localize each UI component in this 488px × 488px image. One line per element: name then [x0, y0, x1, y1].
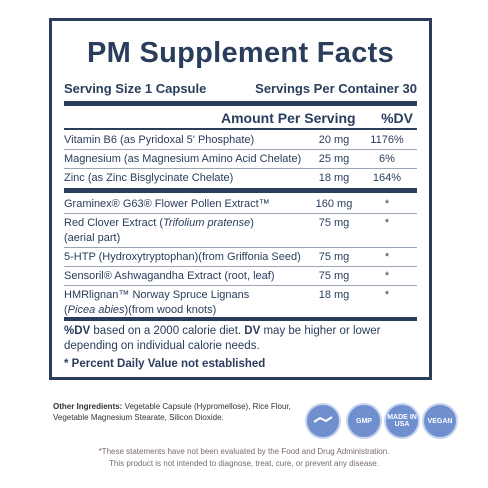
name-line: Graminex® G63® Flower Pollen Extract™	[64, 197, 319, 212]
ingredient-name: Magnesium (as Magnesium Amino Acid Chela…	[64, 152, 319, 167]
footnote-text: may be higher or lower depending on indi…	[64, 325, 381, 352]
name-line: Sensoril® Ashwagandha Extract (root, lea…	[64, 269, 319, 284]
name-part: 5-HTP (Hydroxytryptophan)(from Griffonia…	[64, 251, 301, 263]
amount: 75 mg	[318, 251, 350, 263]
badge: MADE IN USA	[384, 403, 420, 439]
name-part: Red Clover Extract (	[64, 217, 164, 229]
amount: 160 mg	[315, 198, 353, 210]
footnote-star: * Percent Daily Value not established	[64, 358, 266, 370]
other-ingredients-text: Vegetable Capsule (Hypromellose), Rice F…	[53, 402, 291, 422]
name-line: HMRlignan™ Norway Spruce Lignans	[64, 288, 319, 303]
name-part: HMRlignan™ Norway Spruce Lignans	[64, 289, 250, 301]
name-line: Zinc (as Zinc Bisglycinate Chelate)	[64, 171, 319, 186]
facts-box: PM Supplement Facts Serving Size 1 Capsu…	[49, 18, 432, 380]
name-line: 5-HTP (Hydroxytryptophan)(from Griffonia…	[64, 250, 319, 265]
ingredient-name: 5-HTP (Hydroxytryptophan)(from Griffonia…	[64, 250, 319, 265]
amount: 18 mg	[318, 289, 350, 301]
name-part: (	[64, 304, 68, 316]
footnote-bold: %DV	[64, 325, 91, 337]
divider	[64, 128, 417, 130]
row-divider	[64, 285, 417, 286]
row-divider	[64, 247, 417, 248]
ingredient-name: Red Clover Extract (Trifolium pratense)(…	[64, 216, 319, 246]
daily-value: *	[384, 217, 390, 229]
name-line: Red Clover Extract (Trifolium pratense)	[64, 216, 319, 231]
ingredient-name: Graminex® G63® Flower Pollen Extract™	[64, 197, 319, 212]
daily-value: *	[384, 251, 390, 263]
amount: 75 mg	[318, 270, 350, 282]
amount: 75 mg	[318, 217, 350, 229]
name-line: (Picea abies)(from wood knots)	[64, 303, 319, 318]
name-part: )(from wood knots)	[124, 304, 217, 316]
title: PM Supplement Facts	[86, 37, 395, 69]
dv-header: %DV	[381, 110, 413, 126]
name-part: (aerial part)	[64, 232, 121, 244]
badge: GMP	[346, 403, 382, 439]
name-part: )	[250, 217, 254, 229]
divider	[64, 188, 417, 193]
name-part: Zinc (as Zinc Bisglycinate Chelate)	[64, 172, 234, 184]
ingredient-name: Vitamin B6 (as Pyridoxal 5' Phosphate)	[64, 133, 319, 148]
disclaimer-line: *These statements have not been evaluate…	[98, 447, 390, 456]
badge-text: MADE IN	[387, 414, 417, 421]
servings-per-container: Servings Per Container 30	[255, 81, 417, 96]
daily-value: *	[384, 270, 390, 282]
row-divider	[64, 213, 417, 214]
daily-value: *	[384, 198, 390, 210]
divider	[64, 317, 417, 321]
name-part: Vitamin B6 (as Pyridoxal 5' Phosphate)	[64, 134, 255, 146]
amount-header: Amount Per Serving	[221, 110, 356, 126]
badge-text: VEGAN	[427, 417, 453, 425]
footnote-bold: DV	[244, 325, 261, 337]
daily-value: 1176%	[370, 134, 404, 146]
name-line: (aerial part)	[64, 231, 319, 246]
row-divider	[64, 266, 417, 267]
name-line: Vitamin B6 (as Pyridoxal 5' Phosphate)	[64, 133, 319, 148]
other-ingredients: Other Ingredients: Vegetable Capsule (Hy…	[53, 401, 293, 423]
row-divider	[64, 168, 417, 169]
amount: 20 mg	[318, 134, 350, 146]
divider	[64, 101, 417, 106]
amount: 25 mg	[318, 153, 350, 165]
footnote: %DV based on a 2000 calorie diet. DV may…	[64, 324, 417, 354]
ingredient-name: HMRlignan™ Norway Spruce Lignans (Picea a…	[64, 288, 319, 318]
amount: 18 mg	[318, 172, 350, 184]
ingredient-name: Sensoril® Ashwagandha Extract (root, lea…	[64, 269, 319, 284]
disclaimer: *These statements have not been evaluate…	[0, 446, 488, 470]
daily-value: 164%	[372, 172, 402, 184]
daily-value: 6%	[379, 153, 395, 165]
serving-size: Serving Size 1 Capsule	[64, 81, 207, 96]
badge-text: GMP	[356, 417, 372, 425]
name-line: Magnesium (as Magnesium Amino Acid Chela…	[64, 152, 319, 167]
name-part: Magnesium (as Magnesium Amino Acid Chela…	[64, 153, 302, 165]
disclaimer-line: This product is not intended to diagnose…	[109, 459, 379, 468]
name-part: Graminex® G63® Flower Pollen Extract™	[64, 198, 270, 210]
row-divider	[64, 149, 417, 150]
name-part: Trifolium pratense	[163, 217, 251, 229]
name-part: Picea abies	[67, 304, 125, 316]
daily-value: *	[384, 289, 390, 301]
badge	[305, 403, 341, 439]
badge-text: USA	[394, 421, 410, 428]
badge-icon	[313, 416, 333, 423]
ingredient-name: Zinc (as Zinc Bisglycinate Chelate)	[64, 171, 319, 186]
name-part: Sensoril® Ashwagandha Extract (root, lea…	[64, 270, 275, 282]
other-ingredients-label: Other Ingredients:	[53, 402, 123, 411]
badge: VEGAN	[422, 403, 458, 439]
footnote-text: based on a 2000 calorie diet.	[90, 325, 245, 337]
